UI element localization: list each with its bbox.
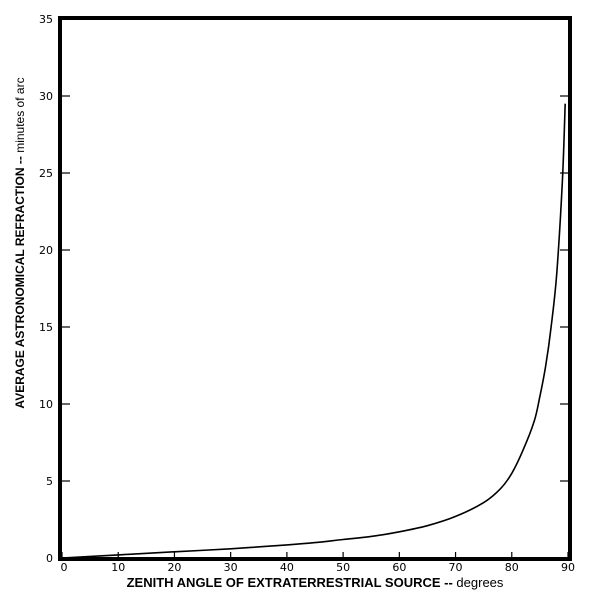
- x-axis-ticks: 0 10 20 30 40 50 60 70 80 90: [61, 552, 575, 574]
- x-tick-label: 90: [561, 561, 575, 574]
- plot-frame: [58, 16, 572, 561]
- y-axis-title-unit: minutes of arc: [13, 77, 27, 152]
- x-tick-label: 40: [280, 561, 294, 574]
- refraction-curve: [61, 103, 566, 559]
- y-tick-label: 20: [39, 244, 53, 257]
- x-axis-title-unit: degrees: [456, 575, 503, 590]
- y-axis-title: AVERAGE ASTRONOMICAL REFRACTION -- minut…: [13, 77, 27, 408]
- x-axis-title-main: ZENITH ANGLE OF EXTRATERRESTRIAL SOURCE …: [127, 575, 457, 590]
- y-axis-title-main: AVERAGE ASTRONOMICAL REFRACTION --: [13, 153, 27, 409]
- x-tick-label: 50: [336, 561, 350, 574]
- y-axis-ticks: 0 5 10 15 20 25 30 35: [39, 13, 568, 565]
- y-tick-label: 25: [39, 167, 53, 180]
- y-tick-label: 0: [46, 552, 53, 565]
- x-tick-label: 60: [392, 561, 406, 574]
- y-tick-label: 5: [46, 475, 53, 488]
- x-axis-title: ZENITH ANGLE OF EXTRATERRESTRIAL SOURCE …: [127, 575, 504, 590]
- x-tick-label: 30: [224, 561, 238, 574]
- y-tick-label: 35: [39, 13, 53, 26]
- x-tick-label: 0: [61, 561, 68, 574]
- y-tick-label: 30: [39, 90, 53, 103]
- y-tick-label: 15: [39, 321, 53, 334]
- y-tick-label: 10: [39, 398, 53, 411]
- x-tick-label: 10: [111, 561, 125, 574]
- x-tick-label: 20: [167, 561, 181, 574]
- x-tick-label: 70: [449, 561, 463, 574]
- x-tick-label: 80: [505, 561, 519, 574]
